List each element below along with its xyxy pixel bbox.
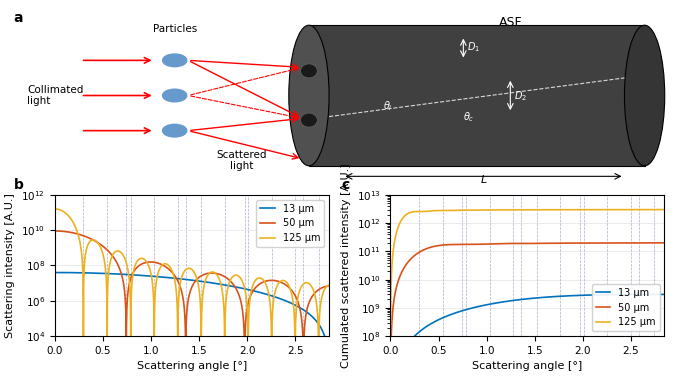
13 μm: [655, 292, 663, 297]
13 μm: [503, 299, 512, 304]
Ellipse shape: [625, 25, 664, 166]
X-axis label: Scattering angle [°]: Scattering angle [°]: [473, 361, 582, 371]
50 μm: [155, 262, 164, 266]
13 μm: [319, 331, 327, 335]
50 μm: [182, 379, 190, 382]
13 μm: [660, 292, 669, 297]
Text: $L$: $L$: [479, 173, 487, 185]
Polygon shape: [309, 25, 645, 166]
Line: 13 μm: 13 μm: [55, 272, 329, 361]
Y-axis label: Scattering intensity [A.U.]: Scattering intensity [A.U.]: [5, 193, 16, 338]
125 μm: [325, 283, 333, 287]
50 μm: [82, 235, 90, 239]
125 μm: [290, 308, 298, 312]
50 μm: [290, 291, 298, 296]
13 μm: [168, 276, 176, 280]
Text: Collimated
light: Collimated light: [27, 85, 84, 106]
13 μm: [155, 275, 164, 279]
50 μm: [98, 244, 106, 248]
Text: $\theta_i$: $\theta_i$: [383, 100, 393, 113]
125 μm: [168, 268, 176, 273]
Text: ASF: ASF: [499, 16, 522, 29]
Circle shape: [162, 54, 187, 67]
50 μm: [386, 379, 395, 382]
13 μm: [290, 302, 298, 307]
13 μm: [625, 292, 634, 297]
13 μm: [82, 270, 90, 275]
Circle shape: [162, 89, 187, 102]
Line: 50 μm: 50 μm: [390, 243, 664, 381]
Ellipse shape: [301, 64, 317, 78]
50 μm: [503, 241, 512, 246]
Line: 13 μm: 13 μm: [390, 295, 664, 382]
50 μm: [655, 241, 663, 245]
Legend: 13 μm, 50 μm, 125 μm: 13 μm, 50 μm, 125 μm: [592, 284, 660, 331]
125 μm: [655, 207, 663, 212]
125 μm: [660, 207, 669, 212]
13 μm: [418, 327, 426, 332]
Text: Scattered
light: Scattered light: [216, 150, 267, 171]
Ellipse shape: [301, 113, 317, 127]
125 μm: [98, 250, 106, 255]
125 μm: [319, 290, 327, 294]
13 μm: [51, 270, 59, 275]
50 μm: [319, 285, 327, 290]
Text: a: a: [14, 11, 23, 25]
13 μm: [98, 271, 106, 276]
125 μm: [418, 209, 426, 214]
Circle shape: [162, 124, 187, 137]
50 μm: [625, 241, 634, 245]
125 μm: [82, 248, 90, 253]
125 μm: [625, 207, 634, 212]
125 μm: [51, 207, 59, 211]
Text: Particles: Particles: [153, 24, 197, 34]
Line: 50 μm: 50 μm: [55, 231, 329, 381]
125 μm: [386, 323, 395, 328]
Line: 125 μm: 125 μm: [390, 210, 664, 325]
125 μm: [434, 208, 442, 213]
50 μm: [434, 243, 442, 248]
13 μm: [325, 359, 333, 363]
Legend: 13 μm, 50 μm, 125 μm: 13 μm, 50 μm, 125 μm: [256, 200, 324, 247]
Text: b: b: [14, 178, 23, 192]
Y-axis label: Cumulated scattered intensity [A.U.]: Cumulated scattered intensity [A.U.]: [341, 163, 351, 368]
Ellipse shape: [289, 25, 329, 166]
50 μm: [325, 284, 333, 288]
125 μm: [503, 207, 512, 212]
X-axis label: Scattering angle [°]: Scattering angle [°]: [137, 361, 247, 371]
Text: $D_2$: $D_2$: [514, 89, 527, 103]
50 μm: [491, 241, 499, 246]
13 μm: [434, 318, 442, 322]
Line: 125 μm: 125 μm: [55, 209, 329, 382]
Text: $D_1$: $D_1$: [466, 40, 479, 53]
50 μm: [660, 241, 669, 245]
Text: $\theta_c$: $\theta_c$: [463, 110, 475, 124]
13 μm: [491, 301, 499, 305]
50 μm: [51, 229, 59, 233]
125 μm: [491, 208, 499, 212]
50 μm: [168, 270, 176, 274]
125 μm: [155, 266, 164, 270]
Text: c: c: [341, 178, 349, 192]
50 μm: [418, 249, 426, 253]
